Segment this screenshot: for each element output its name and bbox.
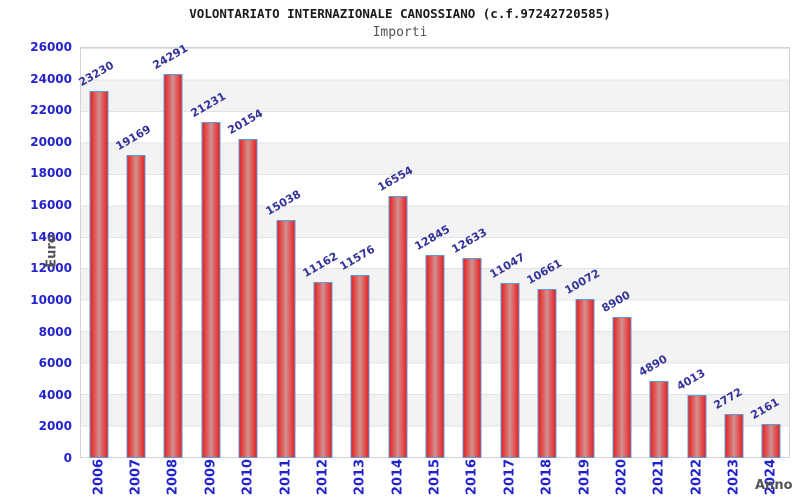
x-tick-label: 2007 [128, 458, 144, 496]
bar-value-label: 10072 [562, 266, 602, 297]
bar-2011 [276, 220, 296, 458]
bar-value-label: 4890 [636, 352, 670, 379]
x-tick-label: 2019 [577, 458, 593, 496]
bar-group-2021: 4890 2021 [637, 47, 678, 495]
bar-value-label: 20154 [225, 107, 266, 138]
bar-value-label: 2772 [711, 385, 745, 413]
y-tick-label: 18000 [30, 166, 72, 181]
bar-group-2010: 20154 2010 [226, 47, 267, 495]
bar-value-label: 11576 [337, 242, 378, 274]
bar-value-label: 4013 [674, 366, 708, 393]
bar-group-2008: 24291 2008 [151, 42, 192, 495]
bar-value-label: 11047 [487, 250, 527, 282]
x-tick-label: 2016 [464, 458, 480, 496]
bar-value-label: 15038 [263, 187, 303, 219]
y-tick-label: 12000 [30, 261, 72, 276]
x-tick-label: 2020 [614, 458, 630, 496]
x-tick-label: 2009 [203, 458, 219, 496]
bar-2020 [612, 317, 632, 458]
y-tick-label: 22000 [30, 103, 72, 118]
bar-group-2020: 8900 2020 [599, 47, 640, 495]
bar-group-2023: 2772 2023 [711, 47, 752, 495]
bar-value-label: 10661 [524, 257, 565, 288]
x-tick-label: 2006 [91, 458, 107, 496]
bar-group-2013: 11576 2013 [338, 47, 379, 495]
bar-2013 [350, 275, 370, 458]
bar-value-label: 12845 [412, 222, 453, 253]
y-tick-label: 10000 [30, 292, 72, 307]
bar-2009 [201, 122, 221, 458]
bar-group-2018: 10661 2018 [525, 47, 566, 495]
bar-group-2015: 12845 2015 [412, 47, 453, 496]
x-tick-label: 2018 [539, 458, 555, 496]
x-tick-label: 2017 [502, 458, 518, 496]
bar-group-2019: 10072 2019 [562, 47, 603, 495]
y-tick-label: 2000 [38, 419, 72, 434]
chart-title: VOLONTARIATO INTERNAZIONALE CANOSSIANO (… [189, 6, 611, 21]
bar-group-2016: 12633 2016 [450, 47, 491, 495]
bar-value-label: 21231 [188, 89, 228, 121]
bar-value-label: 16554 [375, 163, 415, 195]
x-tick-label: 2012 [315, 458, 331, 496]
bar-2012 [313, 281, 333, 458]
x-tick-label: 2021 [651, 458, 667, 496]
bar-group-2006: 23230 2006 [76, 47, 117, 495]
bar-value-label: 19169 [113, 122, 154, 153]
bar-group-2011: 15038 2011 [263, 47, 304, 495]
x-tick-label: 2010 [240, 458, 256, 496]
y-tick-label: 24000 [30, 71, 72, 86]
bar-2022 [687, 394, 707, 458]
y-tick-label: 26000 [30, 40, 72, 54]
bar-2019 [575, 298, 595, 458]
bar-value-label: 11162 [300, 249, 341, 280]
y-tick-label: 20000 [30, 134, 72, 149]
bar-group-2009: 21231 2009 [188, 47, 229, 495]
bar-2014 [388, 196, 408, 458]
x-tick-label: 2013 [352, 458, 368, 496]
bar-value-label: 24291 [150, 41, 191, 73]
y-tick-label: 6000 [38, 356, 72, 371]
x-tick-label: 2022 [689, 458, 705, 496]
bar-2018 [537, 289, 557, 458]
bar-2017 [500, 283, 520, 458]
bar-group-2014: 16554 2014 [375, 47, 416, 495]
bar-group-2024: 2161 2024 [749, 47, 790, 495]
y-tick-label: 8000 [38, 324, 72, 339]
y-axis-title: Euro [44, 234, 60, 268]
bar-value-label: 8900 [599, 288, 633, 316]
x-tick-label: 2023 [726, 458, 742, 496]
x-axis-title: Anno [755, 478, 793, 493]
x-tick-label: 2014 [390, 458, 406, 496]
y-tick-label: 4000 [38, 387, 72, 402]
bar-group-2017: 11047 2017 [487, 47, 528, 495]
bar-value-label: 2161 [748, 395, 782, 422]
bar-2006 [89, 90, 109, 458]
bar-2008 [163, 74, 183, 458]
chart-subtitle: Importi [372, 25, 428, 40]
y-tick-label: 0 [63, 451, 72, 465]
bar-2023 [724, 414, 744, 458]
x-tick-label: 2015 [427, 458, 443, 496]
bar-value-label: 23230 [76, 58, 116, 89]
bar-2007 [126, 154, 146, 458]
bar-2015 [425, 254, 445, 458]
bar-group-2022: 4013 2022 [674, 47, 715, 495]
bar-group-2007: 19169 2007 [113, 47, 154, 496]
y-tick-label: 16000 [30, 198, 72, 213]
bar-2010 [238, 139, 258, 458]
bars-container: 23230 2006 19169 2007 24291 2008 21231 2009 2015… [76, 42, 790, 496]
bar-2021 [649, 380, 669, 458]
x-tick-label: 2008 [165, 458, 181, 496]
bar-2024 [761, 423, 781, 458]
bar-2016 [462, 258, 482, 458]
bar-value-label: 12633 [449, 225, 490, 257]
bar-group-2012: 11162 2012 [300, 47, 341, 495]
y-tick-label: 14000 [30, 229, 72, 244]
x-tick-label: 2011 [278, 458, 294, 496]
